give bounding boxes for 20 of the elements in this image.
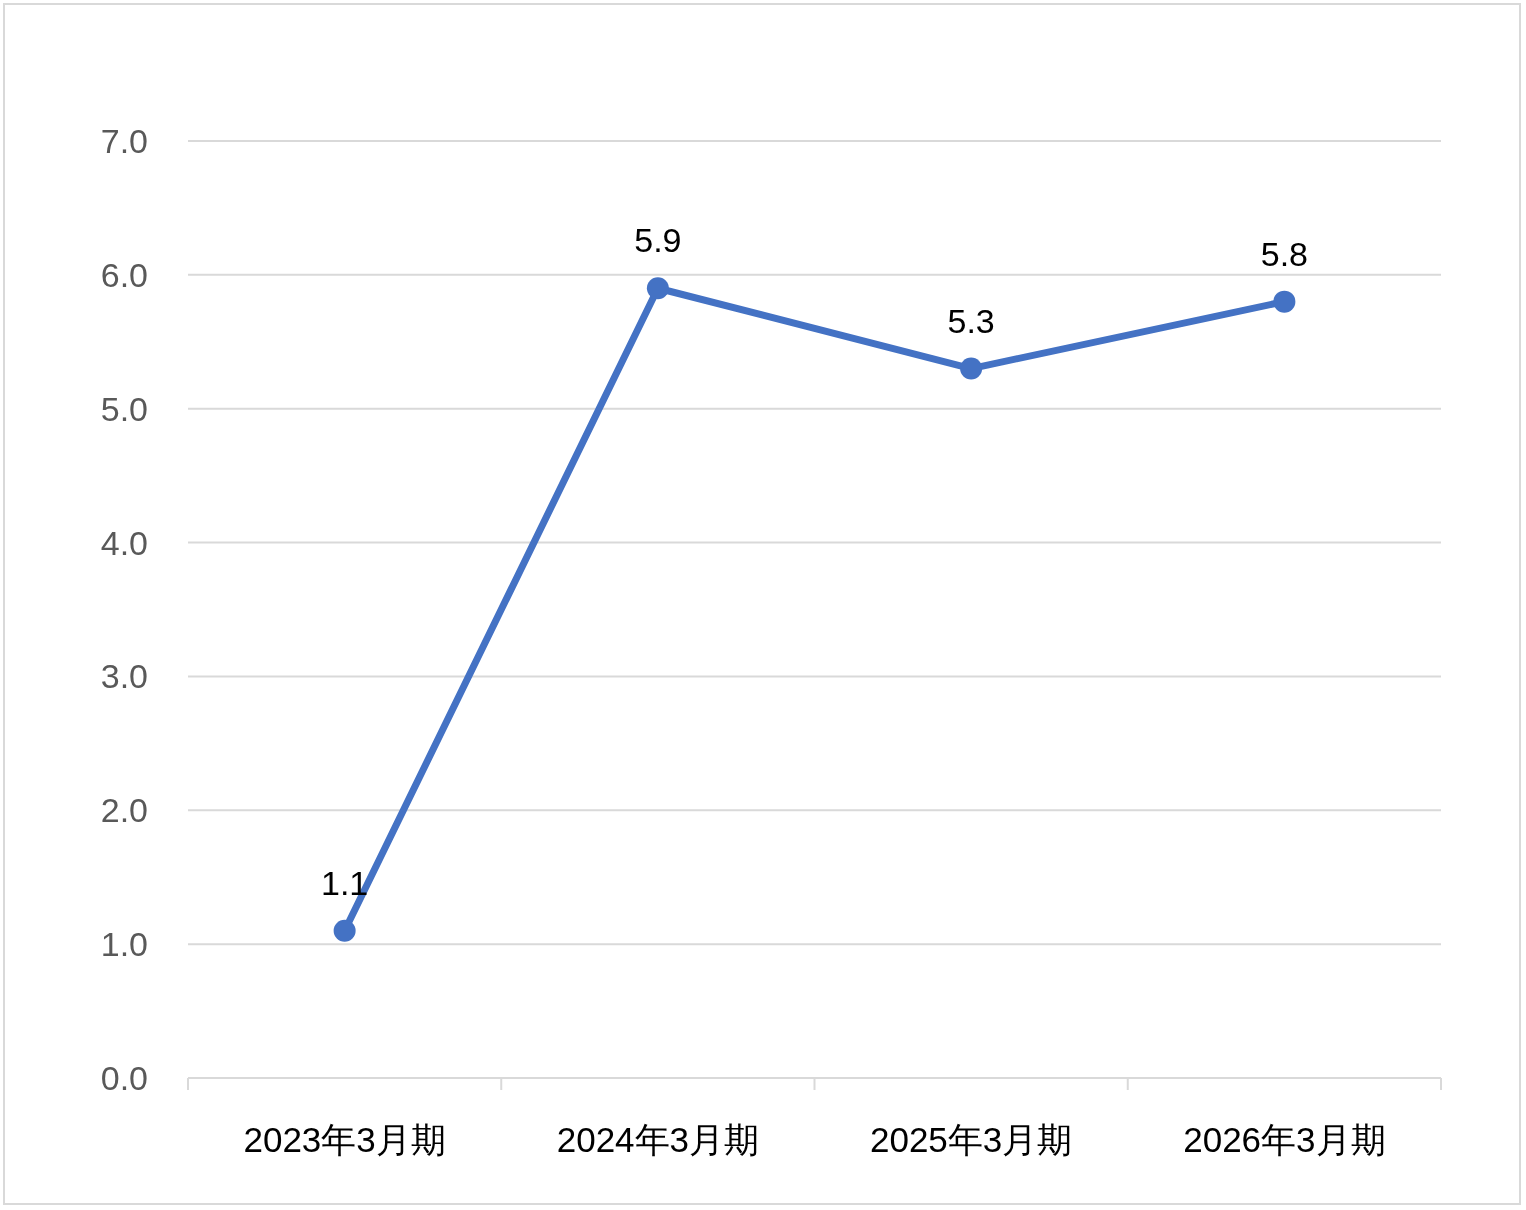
- y-tick-label: 5.0: [100, 389, 148, 428]
- point: [646, 277, 669, 300]
- y-tick-label: 2.0: [100, 791, 148, 830]
- y-tick-label: 3.0: [100, 657, 148, 696]
- data-label: 1.1: [320, 863, 369, 902]
- point: [1273, 290, 1296, 313]
- x-tick-label: 2024年3月期: [556, 1120, 760, 1159]
- y-tick-label: 0.0: [100, 1059, 148, 1097]
- data-label: 5.8: [1260, 234, 1309, 273]
- x-tick-label: 2023年3月期: [243, 1120, 446, 1159]
- x-tick-label: 2026年3月期: [1183, 1120, 1386, 1159]
- point: [333, 919, 356, 942]
- y-tick-label: 4.0: [100, 523, 148, 562]
- y-tick-label: 1.0: [100, 925, 148, 964]
- data-label: 5.9: [634, 221, 682, 260]
- y-tick-label: 6.0: [100, 255, 148, 294]
- y-tick-label: 7.0: [100, 122, 148, 160]
- point: [960, 357, 983, 380]
- data-label: 5.3: [947, 301, 995, 340]
- x-tick-label: 2025年3月期: [869, 1120, 1073, 1159]
